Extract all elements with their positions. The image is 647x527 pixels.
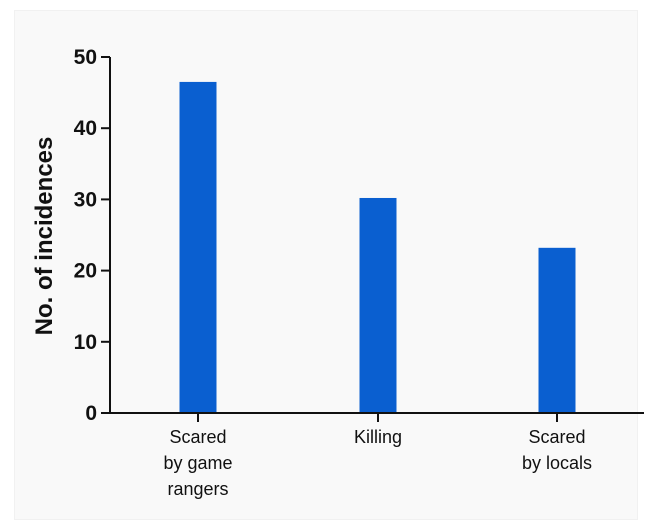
bar-3 bbox=[538, 247, 576, 413]
y-axis-title: No. of incidences bbox=[31, 137, 58, 336]
bars-group bbox=[179, 81, 576, 414]
y-tick-label: 20 bbox=[74, 260, 97, 283]
bar-2 bbox=[359, 197, 397, 413]
y-tick-label: 40 bbox=[74, 117, 97, 140]
y-ticks-group: 0 10 20 30 40 50 bbox=[74, 46, 110, 425]
x-category-label-line: Killing bbox=[354, 427, 402, 447]
x-ticks-group: Scared by game rangers Killing Scared by loca… bbox=[163, 413, 592, 499]
x-category-label-line: Scared bbox=[528, 427, 585, 447]
bar-1 bbox=[179, 81, 217, 414]
y-tick-label: 50 bbox=[74, 46, 97, 69]
x-category-label: Scared by game rangers bbox=[163, 427, 232, 499]
chart-panel bbox=[14, 10, 638, 520]
x-category-label-line: by locals bbox=[522, 453, 592, 473]
x-category-label: Killing bbox=[354, 427, 402, 447]
y-tick-label: 10 bbox=[74, 331, 97, 354]
x-category-label-line: by game bbox=[163, 453, 232, 473]
y-tick-label: 0 bbox=[85, 402, 97, 425]
y-tick-label: 30 bbox=[74, 188, 97, 211]
x-category-label-line: rangers bbox=[167, 479, 228, 499]
x-category-label-line: Scared bbox=[169, 427, 226, 447]
x-category-label: Scared by locals bbox=[522, 427, 592, 473]
